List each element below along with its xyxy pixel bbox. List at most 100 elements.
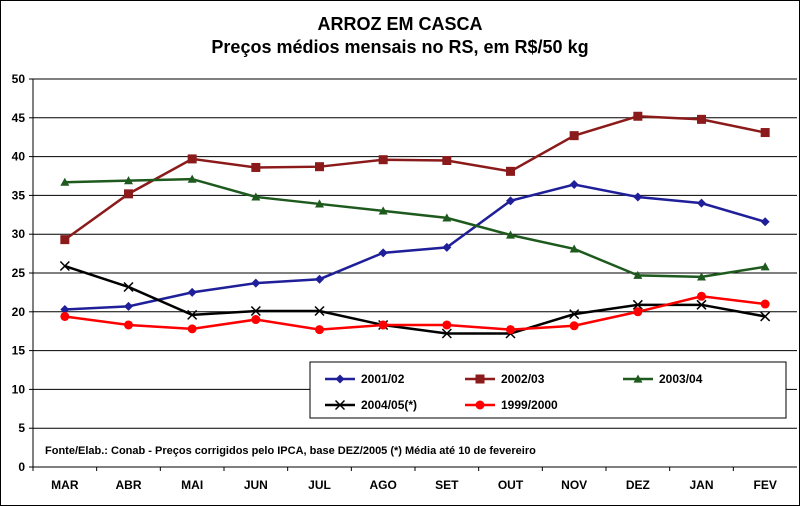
data-point <box>632 299 643 310</box>
data-point <box>633 307 643 317</box>
data-point <box>250 305 261 317</box>
legend-label: 2004/05(*) <box>361 398 417 412</box>
data-point <box>633 270 643 279</box>
y-tick-label: 35 <box>12 188 26 202</box>
x-tick-label: NOV <box>561 478 587 492</box>
data-point <box>569 180 579 190</box>
data-point <box>123 281 134 292</box>
data-point <box>697 291 706 301</box>
data-point <box>696 299 707 310</box>
data-point <box>251 278 261 288</box>
legend-item: 2004/05(*) <box>325 398 417 412</box>
data-point <box>506 166 515 176</box>
series-200102 <box>60 180 770 314</box>
data-point <box>760 128 770 138</box>
series-line <box>64 177 766 279</box>
data-point <box>314 305 325 317</box>
legend-label: 1999/2000 <box>501 398 558 412</box>
data-point <box>251 192 261 201</box>
data-point <box>60 304 70 314</box>
legend-label: 2001/02 <box>361 372 405 386</box>
y-tick-label: 15 <box>12 344 26 358</box>
data-point <box>124 189 133 199</box>
data-point <box>569 309 580 320</box>
y-tick-label: 50 <box>12 72 26 86</box>
data-point <box>315 274 324 284</box>
x-tick-label: SET <box>435 478 459 492</box>
series-line <box>64 183 766 311</box>
y-tick-label: 0 <box>18 460 25 474</box>
data-point <box>506 230 515 239</box>
chart-subtitle: Preços médios mensais no RS, em R$/50 kg <box>211 37 589 57</box>
data-point <box>124 176 133 185</box>
y-tick-label: 45 <box>12 111 26 125</box>
x-tick-label: JUL <box>308 478 331 492</box>
series-200203 <box>60 111 770 245</box>
y-tick-label: 25 <box>12 266 26 280</box>
legend-item: 2003/04 <box>623 372 703 386</box>
series-line <box>64 114 766 241</box>
legend-label: 2003/04 <box>659 372 703 386</box>
data-point <box>569 321 579 331</box>
x-tick-label: AGO <box>369 478 396 492</box>
y-tick-label: 40 <box>12 150 26 164</box>
series-200304 <box>60 174 770 281</box>
x-tick-label: DEZ <box>626 478 650 492</box>
data-point <box>442 320 452 330</box>
data-point <box>59 260 70 272</box>
legend-marker <box>334 399 346 411</box>
legend-box <box>309 361 787 419</box>
data-point <box>315 325 324 335</box>
data-point <box>760 262 770 271</box>
legend-marker <box>335 374 345 384</box>
x-tick-label: MAR <box>51 478 79 492</box>
data-point <box>124 320 133 330</box>
data-point <box>378 206 388 215</box>
chart-title: ARROZ EM CASCA <box>317 14 483 34</box>
data-point <box>315 199 324 208</box>
data-point <box>569 244 579 253</box>
data-point <box>569 131 579 141</box>
x-tick-label: FEV <box>753 478 776 492</box>
x-tick-label: OUT <box>498 478 524 492</box>
data-point <box>187 287 197 297</box>
data-point <box>506 325 515 335</box>
legend-marker <box>633 374 643 383</box>
legend: 2001/02 2002/03 2003/04 2004/05(*) 1999/2000 <box>309 361 787 419</box>
data-point <box>760 217 770 227</box>
data-point <box>60 177 70 186</box>
y-tick-label: 20 <box>12 305 26 319</box>
x-tick-label: JAN <box>689 478 713 492</box>
data-point <box>60 235 70 245</box>
data-point <box>442 155 452 165</box>
data-point <box>187 174 197 183</box>
x-tick-label: ABR <box>116 478 142 492</box>
series-line <box>64 264 766 335</box>
data-point <box>378 248 388 258</box>
data-point <box>697 198 706 208</box>
series-line <box>64 295 766 331</box>
legend-item: 1999/2000 <box>465 398 558 412</box>
data-point <box>633 192 643 202</box>
data-point <box>251 162 261 172</box>
data-point <box>441 328 452 339</box>
legend-item: 2002/03 <box>465 372 545 386</box>
y-tick-label: 10 <box>12 382 26 396</box>
data-point <box>633 111 643 121</box>
data-point <box>378 155 388 165</box>
data-point <box>442 242 452 252</box>
legend-marker <box>475 400 485 410</box>
data-point <box>187 324 197 334</box>
y-tick-label: 5 <box>18 421 25 435</box>
data-point <box>442 213 452 222</box>
series-19992000 <box>60 291 770 335</box>
data-point <box>697 272 706 281</box>
data-point <box>378 320 388 330</box>
data-point <box>60 311 70 321</box>
data-point <box>760 311 771 322</box>
data-point <box>124 301 133 311</box>
data-point <box>251 315 261 325</box>
legend-marker <box>475 374 485 384</box>
